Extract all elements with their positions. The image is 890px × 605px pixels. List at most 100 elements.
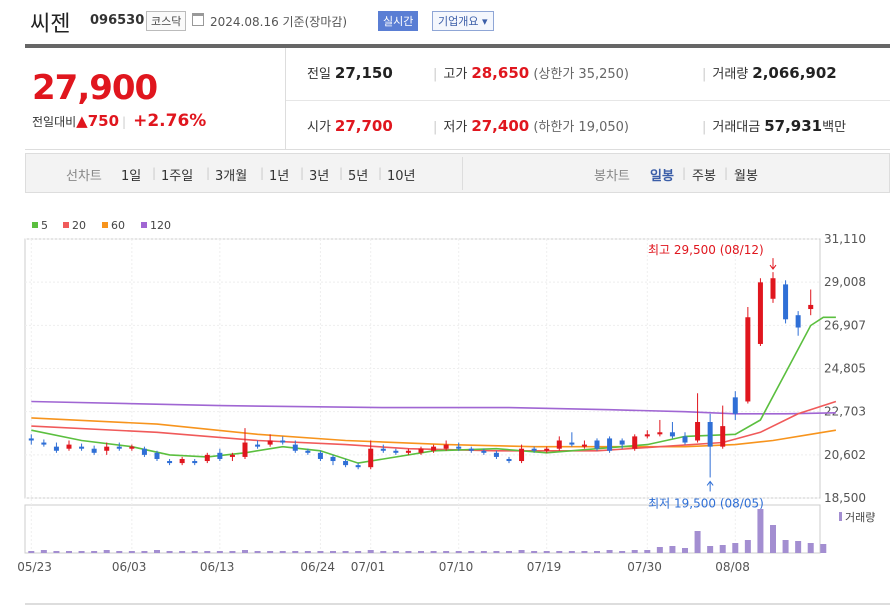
- candle-body: [305, 450, 311, 453]
- volume-bar: [342, 551, 349, 553]
- candle-body: [732, 397, 738, 414]
- volume-bar: [581, 551, 588, 553]
- volume-bar: [744, 540, 751, 553]
- volume-bar: [405, 551, 412, 553]
- candle-body: [519, 448, 525, 462]
- volume-bar: [279, 551, 286, 553]
- min-arrow-head-icon: [706, 480, 714, 486]
- legend-label: 60: [111, 219, 125, 232]
- upper-limit: (상한가 35,250): [533, 67, 629, 82]
- volume-bar: [543, 551, 550, 553]
- volume: | 거래량 2,066,902: [702, 63, 837, 82]
- tab-monthly[interactable]: 월봉: [734, 169, 758, 184]
- volume-bar: [355, 551, 362, 553]
- candle-body: [783, 284, 789, 320]
- amount-unit: 백만: [822, 120, 847, 135]
- x-tick-label: 06/24: [300, 560, 335, 574]
- candle-body: [607, 438, 613, 451]
- candle-body: [581, 444, 587, 447]
- amount-label: 거래대금: [712, 120, 761, 135]
- candle-body: [707, 422, 713, 447]
- ma60-line: [31, 417, 837, 448]
- volume-bar: [330, 551, 336, 553]
- y-tick-label: 29,008: [824, 275, 866, 289]
- candle-body: [154, 452, 160, 459]
- separator: |: [122, 115, 127, 129]
- volume-bar: [568, 551, 575, 553]
- low-label: 저가: [443, 120, 468, 135]
- legend-label: 20: [72, 219, 86, 232]
- volume-bar: [254, 551, 261, 553]
- candle-body: [53, 446, 59, 451]
- separator: |: [724, 166, 729, 180]
- volume-bar: [430, 551, 437, 553]
- low-value: 27,400: [471, 117, 530, 135]
- change-percent: +2.76%: [133, 111, 207, 131]
- volume-bar: [141, 551, 148, 553]
- volume-bar: [480, 551, 487, 553]
- candle-body: [418, 448, 424, 453]
- volume-bar: [78, 551, 85, 553]
- tab-daily[interactable]: 일봉: [650, 169, 674, 184]
- volume-bar: [531, 551, 538, 553]
- separator: |: [260, 166, 265, 180]
- candle-body: [343, 461, 349, 466]
- candle-body: [795, 315, 801, 328]
- candle-body: [632, 436, 638, 449]
- tab-1d[interactable]: 1일: [121, 169, 142, 184]
- volume-bar: [518, 550, 525, 553]
- candle-body: [267, 440, 273, 445]
- realtime-button[interactable]: 실시간: [378, 11, 419, 31]
- candle-body: [91, 448, 97, 453]
- tab-weekly[interactable]: 주봉: [692, 169, 716, 184]
- up-arrow-icon: ▲: [76, 112, 88, 130]
- volume-bar: [594, 551, 600, 553]
- candle-body: [330, 456, 336, 462]
- volume-bar: [28, 551, 35, 553]
- y-tick-label: 20,602: [824, 448, 866, 462]
- chart-tabs: 선차트 1일 | 1주일 | 3개월 | 1년 | 3년 | 5년 | 10년 …: [25, 153, 890, 193]
- candle-body: [770, 278, 776, 299]
- candle-body: [808, 304, 814, 310]
- volume-bar: [267, 551, 274, 553]
- y-tick-label: 22,703: [824, 405, 866, 419]
- candle-chart-label: 봉차트: [594, 169, 630, 184]
- volume-bar: [166, 551, 173, 553]
- volume-bar: [443, 551, 450, 553]
- volume-bar: [66, 551, 72, 553]
- stock-chart: 5 20 60 120 31,110 29,008 26,907 24,805 22,703 20…: [17, 219, 875, 574]
- candle-body: [116, 446, 122, 449]
- volume-bar: [418, 551, 424, 553]
- base-date: 2024.08.16 기준(장마감): [210, 15, 348, 29]
- separator: |: [433, 120, 438, 135]
- legend-swatch: [32, 222, 38, 228]
- tab-1y[interactable]: 1년: [269, 169, 290, 184]
- x-tick-label: 06/13: [200, 560, 235, 574]
- tab-5y[interactable]: 5년: [348, 169, 369, 184]
- change-value: 750: [87, 112, 120, 130]
- separator: |: [339, 166, 344, 180]
- volume-bar: [757, 509, 764, 553]
- candle-body: [179, 458, 185, 464]
- separator: |: [378, 166, 383, 180]
- company-overview-dropdown[interactable]: 기업개요 ▾: [432, 11, 494, 31]
- tab-10y[interactable]: 10년: [387, 169, 416, 184]
- volume-bar: [820, 544, 827, 553]
- stock-header: 씨젠 096530 코스닥 2024.08.16 기준(장마감) 실시간 기업개…: [0, 0, 890, 44]
- tab-1w[interactable]: 1주일: [161, 169, 194, 184]
- tab-3y[interactable]: 3년: [309, 169, 330, 184]
- volume-bar: [644, 550, 651, 553]
- candle-body: [531, 448, 537, 451]
- candle-body: [443, 444, 449, 449]
- volume-bar: [732, 543, 739, 553]
- volume-bar: [468, 551, 475, 553]
- separator: |: [682, 166, 687, 180]
- volume-bar: [694, 531, 701, 553]
- x-tick-label: 07/19: [527, 560, 562, 574]
- max-price-annotation: 최고 29,500 (08/12): [648, 243, 764, 257]
- separator: |: [702, 67, 707, 82]
- divider: [286, 100, 890, 101]
- calendar-icon: [192, 13, 204, 26]
- candle-body: [644, 434, 650, 437]
- tab-3m[interactable]: 3개월: [215, 169, 248, 184]
